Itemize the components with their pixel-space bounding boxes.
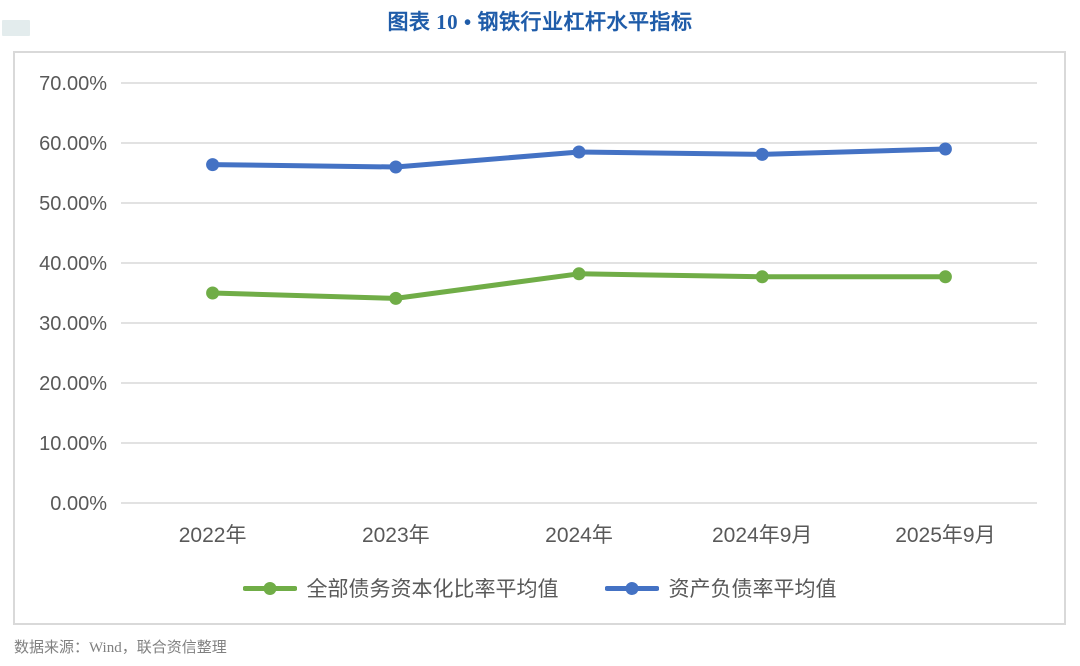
data-point-marker bbox=[755, 147, 769, 161]
legend-item: 全部债务资本化比率平均值 bbox=[242, 573, 559, 603]
y-axis-tick-label: 0.00% bbox=[50, 493, 107, 515]
legend-marker-icon bbox=[242, 581, 297, 595]
legend-label: 资产负债率平均值 bbox=[668, 578, 837, 601]
legend-label: 全部债务资本化比率平均值 bbox=[306, 578, 559, 601]
chart-title: 图表 10 • 钢铁行业杠杆水平指标 bbox=[387, 10, 693, 34]
legend-item: 资产负债率平均值 bbox=[604, 573, 837, 603]
data-point-marker bbox=[938, 142, 952, 156]
data-point-marker bbox=[572, 145, 586, 159]
x-axis-category-label: 2023年 bbox=[362, 524, 430, 547]
data-point-marker bbox=[206, 158, 220, 172]
data-point-marker bbox=[389, 160, 403, 174]
legend-marker-icon bbox=[604, 581, 659, 595]
y-axis-tick-label: 60.00% bbox=[39, 133, 107, 155]
data-point-marker bbox=[572, 267, 586, 281]
x-axis-category-label: 2025年9月 bbox=[895, 524, 995, 547]
data-point-marker bbox=[389, 291, 403, 305]
source-note: 数据来源：Wind，联合资信整理 bbox=[14, 640, 227, 656]
y-axis-tick-label: 30.00% bbox=[39, 313, 107, 335]
chart-legend: 全部债务资本化比率平均值 资产负债率平均值 bbox=[15, 573, 1064, 603]
data-point-marker bbox=[206, 286, 220, 300]
y-axis-tick-label: 70.00% bbox=[39, 73, 107, 95]
data-point-marker bbox=[755, 270, 769, 284]
x-axis-category-label: 2022年 bbox=[179, 524, 247, 547]
data-point-marker bbox=[938, 270, 952, 284]
y-axis-tick-label: 40.00% bbox=[39, 253, 107, 275]
chart-container: 0.00% 10.00% 20.00% 30.00% 40.00% 50.00% 60.00… bbox=[13, 51, 1066, 625]
corner-mark bbox=[2, 20, 30, 36]
x-axis-category-label: 2024年 bbox=[545, 524, 613, 547]
y-axis-tick-label: 20.00% bbox=[39, 373, 107, 395]
y-axis-tick-label: 10.00% bbox=[39, 433, 107, 455]
x-axis-category-label: 2024年9月 bbox=[712, 524, 812, 547]
y-axis-tick-label: 50.00% bbox=[39, 193, 107, 215]
line-chart-plot-area: 0.00% 10.00% 20.00% 30.00% 40.00% 50.00% 60.00… bbox=[39, 73, 1037, 547]
